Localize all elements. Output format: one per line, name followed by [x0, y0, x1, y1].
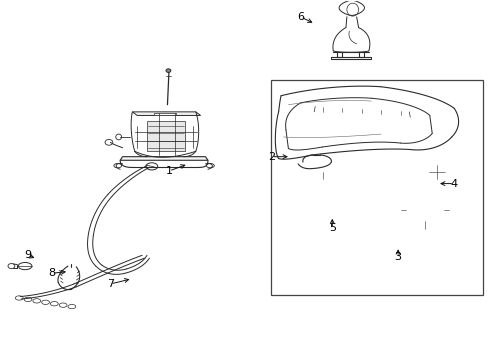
Ellipse shape	[165, 69, 170, 72]
Polygon shape	[132, 112, 200, 116]
Polygon shape	[120, 157, 207, 160]
Polygon shape	[147, 121, 184, 151]
Polygon shape	[400, 205, 448, 216]
Polygon shape	[312, 107, 410, 117]
Text: 5: 5	[328, 224, 335, 233]
Text: 4: 4	[449, 179, 457, 189]
Text: 1: 1	[165, 166, 172, 176]
Text: 6: 6	[297, 12, 304, 22]
Text: 8: 8	[48, 268, 55, 278]
Text: 7: 7	[106, 279, 114, 289]
Polygon shape	[154, 113, 176, 115]
Text: 2: 2	[267, 152, 274, 162]
Text: 9: 9	[24, 250, 31, 260]
Text: 3: 3	[394, 252, 401, 262]
Bar	[271, 80, 483, 295]
